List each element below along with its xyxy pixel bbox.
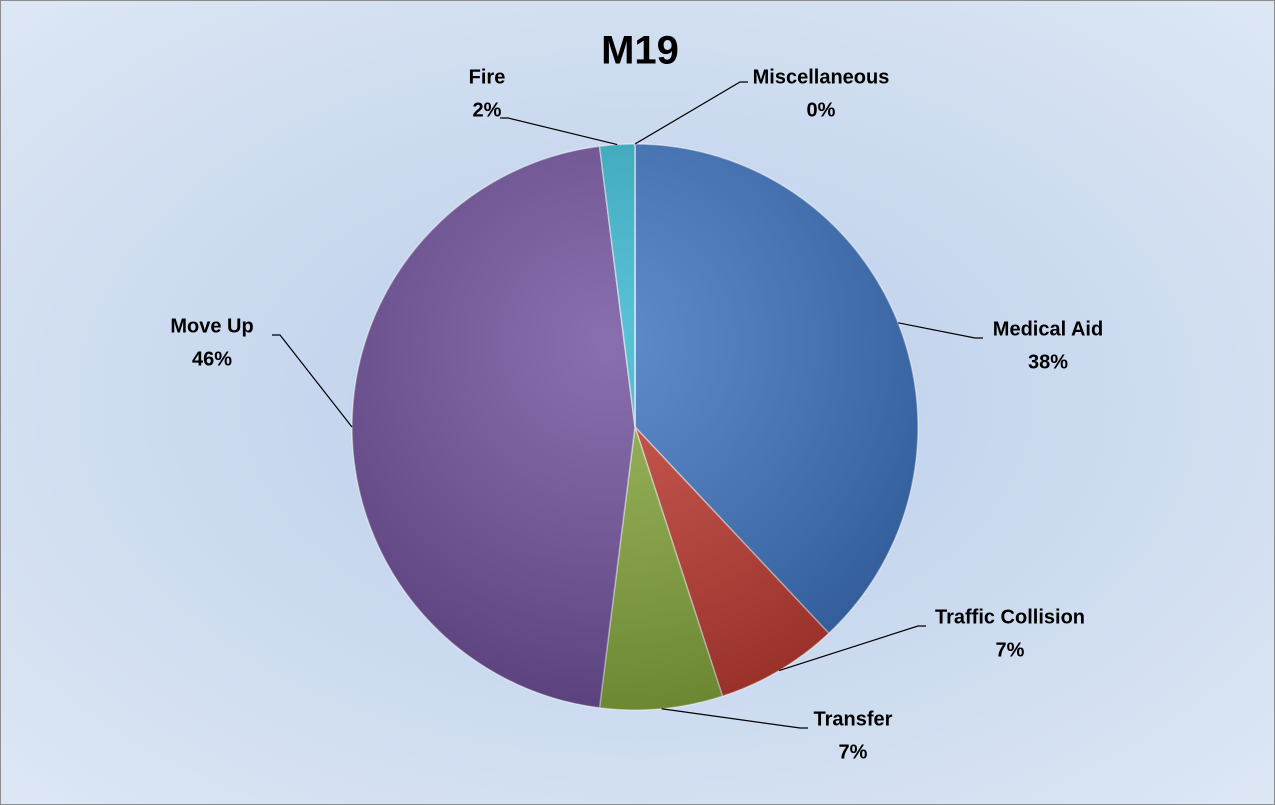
slice-value-label: 7% [839, 741, 868, 763]
slice-value-label: 7% [996, 639, 1025, 661]
slice-label: Medical Aid [993, 318, 1103, 340]
leader-line [272, 334, 353, 428]
slice-value-label: 0% [807, 99, 836, 121]
leader-line [778, 625, 926, 672]
slice-label: Fire [469, 66, 506, 88]
slice-label: Miscellaneous [753, 66, 890, 88]
slice-value-label: 38% [1028, 351, 1068, 373]
leader-line [898, 322, 983, 339]
leader-line [661, 708, 808, 729]
slice-value-label: 2% [473, 99, 502, 121]
slice-label: Move Up [170, 315, 253, 337]
leader-line [634, 81, 748, 145]
leader-line [500, 117, 618, 146]
slice-value-label: 46% [192, 348, 232, 370]
chart-title: M19 [601, 29, 679, 73]
slice-label: Transfer [814, 708, 893, 730]
labels: Medical Aid 38% Traffic Collision 7% Transfe… [170, 66, 1103, 763]
slice-label: Traffic Collision [935, 606, 1085, 628]
pie [351, 143, 919, 711]
